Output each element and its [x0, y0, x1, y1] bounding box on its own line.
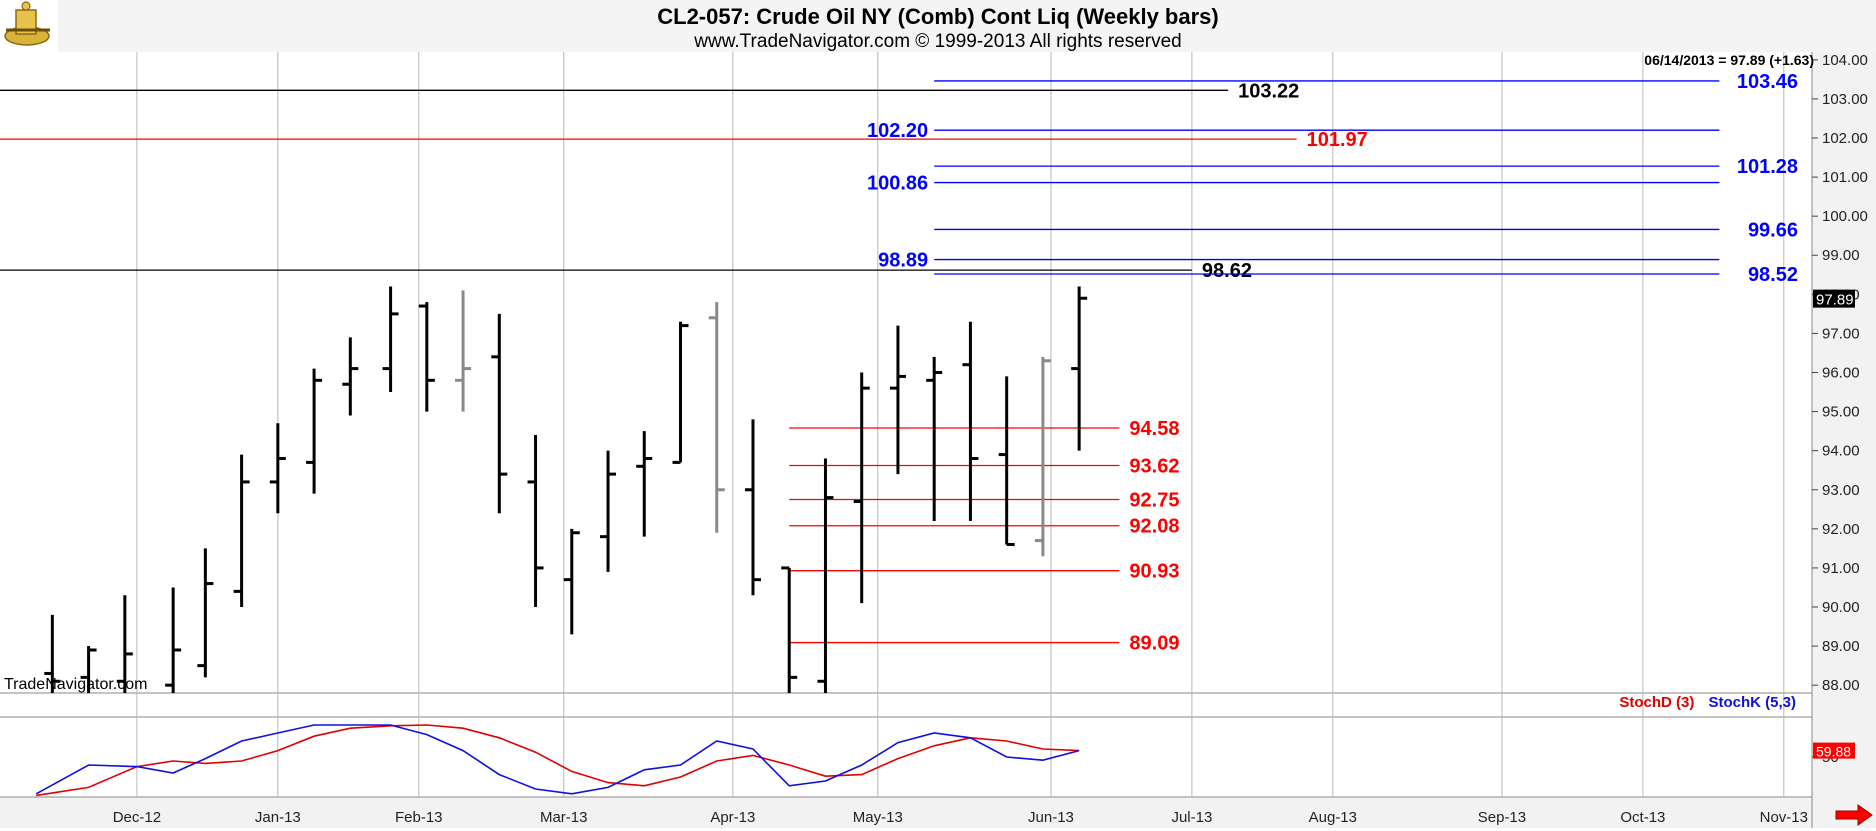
y-tick-label: 93.00 [1822, 482, 1860, 499]
y-tick-label: 102.00 [1822, 130, 1868, 147]
y-tick-label: 99.00 [1822, 247, 1860, 264]
chart-title: CL2-057: Crude Oil NY (Comb) Cont Liq (W… [657, 4, 1219, 29]
level-label: 102.20 [867, 120, 928, 142]
stoch-last-label: 59.88 [1816, 744, 1851, 760]
y-tick-label: 90.00 [1822, 599, 1860, 616]
y-tick-label: 101.00 [1822, 169, 1868, 186]
stoch-series-line [36, 724, 1080, 797]
legend-stochd: StochD (3) [1619, 694, 1695, 711]
y-tick-label: 88.00 [1822, 677, 1860, 694]
x-tick-label: May-13 [853, 809, 903, 826]
y-tick-label: 95.00 [1822, 404, 1860, 421]
stoch-series-line [35, 724, 1080, 795]
x-tick-label: Jun-13 [1028, 809, 1074, 826]
trade-navigator-logo-icon [0, 0, 58, 52]
x-axis-area [0, 797, 1812, 828]
level-label: 100.86 [867, 173, 928, 195]
level-label: 101.28 [1737, 156, 1798, 178]
x-tick-label: Jul-13 [1171, 809, 1212, 826]
level-label: 90.93 [1129, 561, 1179, 583]
x-tick-label: Apr-13 [710, 809, 755, 826]
y-tick-label: 96.00 [1822, 365, 1860, 382]
chart-subtitle: www.TradeNavigator.com © 1999-2013 All r… [694, 31, 1182, 52]
x-tick-label: Nov-13 [1760, 809, 1808, 826]
level-label: 92.75 [1129, 490, 1179, 512]
x-tick-label: Mar-13 [540, 809, 588, 826]
level-label: 94.58 [1129, 418, 1179, 440]
level-label: 92.08 [1129, 516, 1179, 538]
y-tick-label: 97.00 [1822, 325, 1860, 342]
x-tick-label: Jan-13 [255, 809, 301, 826]
last-quote: 06/14/2013 = 97.89 (+1.63) [1644, 52, 1814, 68]
legend-stochk: StochK (5,3) [1708, 694, 1796, 711]
header-area [0, 0, 1876, 52]
x-tick-label: Feb-13 [395, 809, 443, 826]
level-label: 93.62 [1129, 456, 1179, 478]
level-label: 89.09 [1129, 633, 1179, 655]
y-tick-label: 91.00 [1822, 560, 1860, 577]
y-tick-label: 92.00 [1822, 521, 1860, 538]
stochastic-legend: StochD (3) StochK (5,3) [1619, 694, 1796, 711]
y-axis-area [1812, 52, 1876, 828]
stoch-last-marker [1813, 742, 1855, 759]
level-label: 99.66 [1748, 219, 1798, 241]
last-price-label: 97.89 [1816, 292, 1854, 309]
y-tick-label: 104.00 [1822, 52, 1868, 69]
level-label: 103.22 [1238, 80, 1299, 102]
x-tick-label: Sep-13 [1478, 809, 1526, 826]
level-label: 98.52 [1748, 264, 1798, 286]
y-tick-label: 89.00 [1822, 638, 1860, 655]
y-tick-label: 100.00 [1822, 208, 1868, 225]
last-price-marker [1813, 289, 1855, 308]
scroll-right-arrow-icon[interactable] [1834, 804, 1874, 826]
x-tick-label: Oct-13 [1620, 809, 1665, 826]
level-label: 98.89 [878, 250, 928, 272]
x-tick-label: Dec-12 [113, 809, 161, 826]
watermark: TradeNavigator.com [4, 676, 148, 693]
y-tick-label: 103.00 [1822, 91, 1868, 108]
level-label: 101.97 [1307, 129, 1368, 151]
level-label: 103.46 [1737, 71, 1798, 93]
level-label: 98.62 [1202, 260, 1252, 282]
y-tick-label: 94.00 [1822, 443, 1860, 460]
x-tick-label: Aug-13 [1309, 809, 1357, 826]
